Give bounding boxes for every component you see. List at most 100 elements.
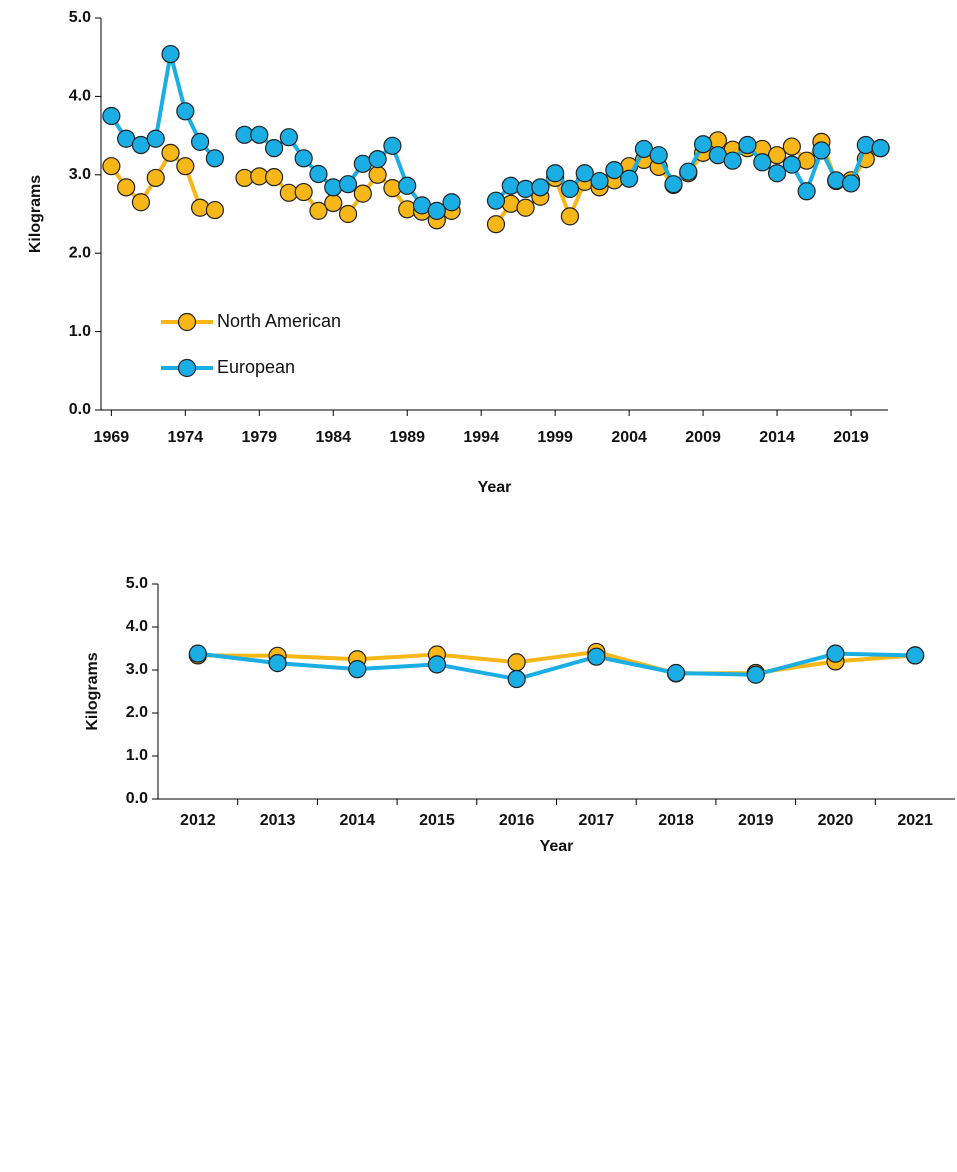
marker [507, 653, 526, 672]
marker [309, 201, 328, 220]
y-tick-label: 1.0 [69, 323, 91, 340]
marker [841, 174, 861, 193]
marker [605, 160, 624, 180]
legend-label: North American [217, 311, 341, 331]
marker [856, 135, 875, 155]
legend-marker [177, 312, 197, 332]
x-tick-label: 2012 [180, 812, 216, 829]
marker [117, 178, 136, 197]
marker [782, 155, 801, 174]
legend-label: European [217, 357, 295, 377]
y-axis-label: Kilograms [27, 175, 44, 253]
x-tick-label: 2021 [897, 812, 933, 829]
marker [693, 135, 713, 154]
marker [188, 644, 207, 663]
marker [131, 193, 151, 212]
marker [324, 193, 343, 213]
y-tick-label: 0.0 [69, 401, 91, 418]
marker [102, 106, 121, 126]
x-tick-label: 2009 [685, 429, 721, 446]
marker [827, 171, 846, 190]
x-tick-label: 1974 [168, 429, 204, 446]
marker [501, 176, 520, 195]
y-tick-label: 5.0 [69, 9, 91, 26]
x-tick-label: 1969 [94, 429, 130, 446]
marker [753, 153, 772, 172]
marker [368, 165, 387, 184]
marker [427, 201, 446, 220]
x-axis-label: Year [540, 838, 574, 855]
y-tick-label: 3.0 [126, 661, 148, 678]
x-tick-label: 2014 [339, 812, 375, 829]
y-tick-label: 3.0 [69, 166, 91, 183]
y-axis-label: Kilograms [84, 652, 101, 730]
x-tick-label: 1989 [389, 429, 425, 446]
marker [560, 207, 580, 226]
marker [649, 146, 668, 165]
y-tick-label: 2.0 [69, 244, 91, 261]
marker [531, 178, 550, 197]
x-tick-label: 2018 [658, 812, 694, 829]
marker [398, 176, 417, 195]
marker [826, 644, 845, 663]
marker [146, 168, 165, 188]
x-tick-label: 1994 [463, 429, 499, 446]
marker [782, 137, 801, 156]
marker [546, 164, 565, 183]
marker [486, 191, 506, 210]
marker [871, 139, 890, 158]
marker [590, 171, 609, 191]
marker [620, 169, 639, 188]
marker [338, 175, 358, 194]
marker [324, 178, 343, 197]
marker [176, 102, 195, 121]
marker [353, 184, 372, 203]
marker [383, 136, 402, 155]
y-tick-label: 0.0 [126, 790, 148, 807]
series-line [109, 52, 882, 213]
marker [679, 162, 698, 181]
marker [146, 129, 165, 148]
marker [191, 132, 210, 151]
marker [723, 151, 742, 170]
y-tick-label: 4.0 [69, 88, 91, 105]
marker [338, 204, 358, 224]
marker [309, 164, 328, 184]
y-tick-label: 5.0 [126, 575, 148, 592]
x-tick-label: 2019 [738, 812, 774, 829]
marker [250, 125, 269, 144]
legend-marker [177, 358, 197, 378]
x-tick-label: 2016 [499, 812, 535, 829]
marker [738, 135, 757, 155]
x-tick-label: 2014 [759, 429, 795, 446]
marker [812, 141, 831, 160]
marker [383, 179, 402, 198]
x-tick-label: 1999 [537, 429, 573, 446]
marker [666, 663, 686, 683]
marker [664, 175, 683, 194]
series-line [197, 651, 916, 682]
marker [486, 215, 506, 234]
y-tick-label: 1.0 [126, 747, 148, 764]
y-tick-label: 2.0 [126, 704, 148, 721]
x-tick-label: 2019 [833, 429, 869, 446]
marker [294, 149, 313, 168]
series-line [197, 649, 916, 676]
marker [587, 647, 606, 666]
marker [507, 669, 526, 689]
marker [767, 146, 787, 165]
marker [102, 157, 121, 176]
marker [161, 143, 180, 162]
x-tick-label: 2013 [260, 812, 296, 829]
marker [560, 179, 580, 199]
marker [268, 654, 287, 673]
marker [516, 198, 535, 217]
marker [746, 665, 765, 684]
marker [368, 150, 387, 169]
marker [575, 164, 594, 183]
x-axis-label: Year [478, 479, 512, 496]
y-tick-label: 4.0 [126, 618, 148, 635]
marker [442, 193, 461, 212]
marker [797, 182, 816, 201]
